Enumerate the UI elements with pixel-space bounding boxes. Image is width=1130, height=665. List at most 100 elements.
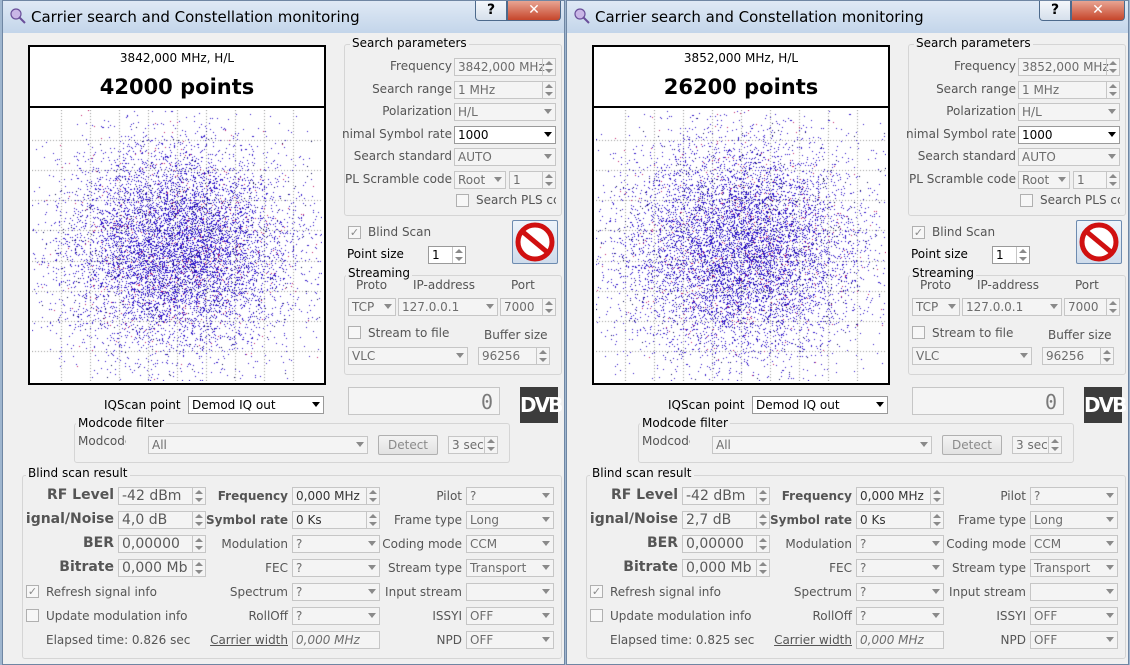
spin-arrows-icon[interactable] [484, 437, 497, 453]
search-range-field[interactable]: 1 MHz [454, 81, 556, 99]
modulation-select[interactable]: ? [292, 535, 380, 553]
spin-arrows-icon[interactable] [542, 299, 555, 315]
spin-arrows-icon[interactable] [536, 348, 549, 364]
frame-type-select[interactable]: Long [466, 511, 554, 529]
spin-arrows-icon[interactable] [542, 172, 555, 188]
stream-type-select[interactable]: Transport [466, 559, 554, 577]
ip-address-select[interactable]: 127.0.0.1 [398, 298, 498, 316]
search-pls-checkbox[interactable] [1020, 194, 1033, 207]
refresh-signal-checkbox[interactable]: ✓ [26, 585, 39, 598]
pl-scramble-number[interactable]: 1 [1073, 171, 1120, 189]
buffer-size-spinner[interactable]: 96256 [1042, 347, 1114, 365]
spin-arrows-icon[interactable] [1106, 82, 1119, 98]
pl-scramble-select[interactable]: Root [1018, 171, 1070, 189]
search-standard-select[interactable]: AUTO [454, 148, 556, 166]
polarization-select[interactable]: H/L [1018, 103, 1120, 121]
title-bar[interactable]: Carrier search and Constellation monitor… [567, 1, 1128, 33]
iq-scan-point-select[interactable]: Demod IQ out [188, 396, 324, 414]
pl-scramble-select[interactable]: Root [454, 171, 506, 189]
stream-type-select[interactable]: Transport [1030, 559, 1118, 577]
port-spinner[interactable]: 7000 [1064, 298, 1120, 316]
detect-button[interactable]: Detect [378, 435, 438, 455]
title-bar[interactable]: Carrier search and Constellation monitor… [3, 1, 564, 33]
chevron-down-icon [312, 402, 320, 407]
player-select[interactable]: VLC [912, 347, 1032, 365]
close-button[interactable]: ✕ [1071, 1, 1125, 21]
spin-arrows-icon[interactable] [542, 59, 555, 75]
port-spinner[interactable]: 7000 [500, 298, 556, 316]
coding-mode-select[interactable]: CCM [466, 535, 554, 553]
carrier-width-link[interactable]: Carrier width [774, 633, 852, 647]
input-stream-select[interactable] [1030, 583, 1118, 601]
help-button[interactable]: ? [1039, 1, 1071, 21]
stop-button[interactable] [1076, 220, 1122, 264]
frequency-field[interactable]: 3852,000 MHz [1018, 58, 1120, 76]
blind-scan-checkbox[interactable]: ✓ [912, 226, 925, 239]
search-range-field[interactable]: 1 MHz [1018, 81, 1120, 99]
symbol-rate-select[interactable]: 1000 [1018, 126, 1120, 144]
pl-scramble-value: Root [458, 173, 486, 187]
search-standard-select[interactable]: AUTO [1018, 148, 1120, 166]
rolloff-select[interactable]: ? [856, 607, 944, 625]
refresh-signal-checkbox[interactable]: ✓ [590, 585, 603, 598]
spin-arrows-icon[interactable] [1048, 437, 1061, 453]
point-size-spinner[interactable]: 1 [428, 246, 466, 264]
pilot-select[interactable]: ? [1030, 487, 1118, 505]
stream-to-file-checkbox[interactable] [912, 326, 925, 339]
fec-select[interactable]: ? [292, 559, 380, 577]
proto-select[interactable]: TCP [348, 298, 396, 316]
ber-value: 0,00000 [686, 536, 744, 552]
modcode-select[interactable]: All [148, 436, 368, 454]
stop-button[interactable] [512, 220, 558, 264]
proto-select[interactable]: TCP [912, 298, 960, 316]
modcode-select[interactable]: All [712, 436, 932, 454]
update-modulation-checkbox[interactable] [590, 609, 603, 622]
update-modulation-checkbox[interactable] [26, 609, 39, 622]
dvb-logo: DVB [520, 387, 563, 423]
search-pls-checkbox[interactable] [456, 194, 469, 207]
stream-to-file-checkbox[interactable] [348, 326, 361, 339]
spectrum-select[interactable]: ? [856, 583, 944, 601]
blind-scan-checkbox[interactable]: ✓ [348, 226, 361, 239]
spin-arrows-icon[interactable] [1106, 299, 1119, 315]
iq-scan-point-select[interactable]: Demod IQ out [752, 396, 888, 414]
spectrum-select[interactable]: ? [292, 583, 380, 601]
spin-arrows-icon[interactable] [452, 247, 465, 263]
spin-arrows-icon[interactable] [542, 82, 555, 98]
help-button[interactable]: ? [475, 1, 507, 21]
modulation-select[interactable]: ? [856, 535, 944, 553]
detect-time-spinner[interactable]: 3 sec [1012, 436, 1062, 454]
coding-mode-select[interactable]: CCM [1030, 535, 1118, 553]
npd-select[interactable]: OFF [466, 631, 554, 649]
issyi-select[interactable]: OFF [1030, 607, 1118, 625]
symbol-rate-label: nimal Symbol rate [341, 127, 452, 141]
detect-button[interactable]: Detect [942, 435, 1002, 455]
fec-select[interactable]: ? [856, 559, 944, 577]
pilot-select[interactable]: ? [466, 487, 554, 505]
player-select[interactable]: VLC [348, 347, 468, 365]
issyi-select[interactable]: OFF [466, 607, 554, 625]
buffer-size-spinner[interactable]: 96256 [478, 347, 550, 365]
spin-arrows-icon[interactable] [1016, 247, 1029, 263]
carrier-width-link[interactable]: Carrier width [210, 633, 288, 647]
spin-arrows-icon[interactable] [1106, 59, 1119, 75]
polarization-select[interactable]: H/L [454, 103, 556, 121]
pl-scramble-number[interactable]: 1 [509, 171, 556, 189]
frame-type-value: Long [1034, 513, 1064, 527]
input-stream-select[interactable] [466, 583, 554, 601]
point-size-spinner[interactable]: 1 [992, 246, 1030, 264]
chevron-down-icon [932, 589, 940, 594]
rolloff-value: ? [860, 609, 867, 623]
buffer-size-value: 96256 [1046, 349, 1085, 363]
frame-type-select[interactable]: Long [1030, 511, 1118, 529]
rolloff-select[interactable]: ? [292, 607, 380, 625]
spin-arrows-icon[interactable] [1106, 172, 1119, 188]
frequency-field[interactable]: 3842,000 MHz [454, 58, 556, 76]
close-button[interactable]: ✕ [507, 1, 561, 21]
symbol-rate-select[interactable]: 1000 [454, 126, 556, 144]
npd-select[interactable]: OFF [1030, 631, 1118, 649]
modulation-label: Modulation [785, 537, 852, 551]
detect-time-spinner[interactable]: 3 sec [448, 436, 498, 454]
spin-arrows-icon[interactable] [1100, 348, 1113, 364]
ip-address-select[interactable]: 127.0.0.1 [962, 298, 1062, 316]
